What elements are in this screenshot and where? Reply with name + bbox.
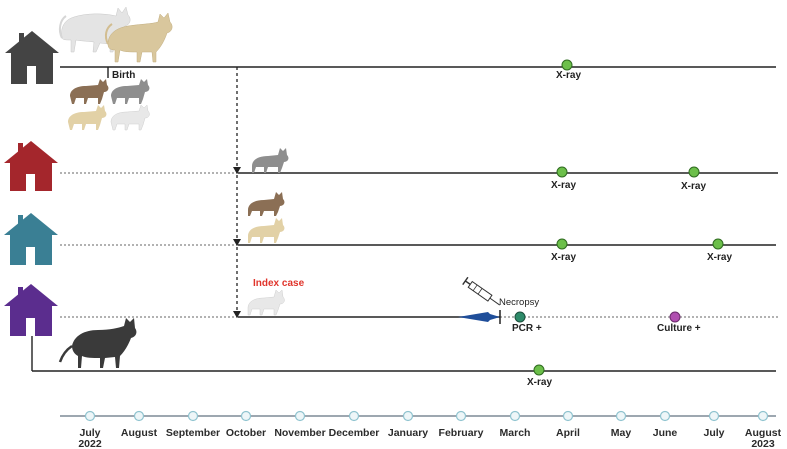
house-icon: [4, 284, 58, 336]
pcr-label: PCR +: [512, 323, 542, 334]
xray-dot: [556, 238, 568, 250]
month-label: October: [226, 427, 266, 439]
arrow-head: [233, 239, 241, 246]
cat-icon: [110, 104, 150, 131]
xray-dot: [561, 59, 573, 71]
house-icon: [5, 31, 59, 84]
pcr-dot: [514, 311, 526, 323]
month-marker: [133, 410, 145, 422]
month-label: February: [439, 427, 484, 439]
culture-label: Culture +: [657, 323, 701, 334]
xray-label: X-ray: [681, 181, 706, 192]
month-label: July: [703, 427, 724, 439]
month-label: January: [388, 427, 428, 439]
month-marker: [615, 410, 627, 422]
month-label: November: [274, 427, 325, 439]
year-label: 2023: [751, 438, 775, 449]
month-marker: [562, 410, 574, 422]
cat-icon: [58, 318, 137, 368]
xray-dot: [533, 364, 545, 376]
cat-icon: [68, 105, 107, 130]
month-marker: [455, 410, 467, 422]
cat-icon: [248, 192, 285, 216]
month-marker: [757, 410, 769, 422]
month-label: March: [500, 427, 531, 439]
month-label: July: [79, 427, 100, 439]
month-label: September: [166, 427, 220, 439]
cat-icon: [70, 79, 109, 104]
xray-dot: [556, 166, 568, 178]
month-label: April: [556, 427, 580, 439]
syringe-icon: [462, 276, 501, 306]
death-arrow: [458, 312, 500, 322]
month-marker: [187, 410, 199, 422]
month-marker: [348, 410, 360, 422]
month-marker: [294, 410, 306, 422]
month-label: May: [611, 427, 632, 439]
house-icon: [4, 141, 58, 191]
house-icon: [4, 213, 58, 265]
xray-label: X-ray: [527, 377, 552, 388]
year-label: 2022: [78, 438, 102, 449]
xray-label: X-ray: [556, 70, 581, 81]
month-label: August: [121, 427, 158, 439]
month-marker: [708, 410, 720, 422]
cat-icon: [111, 79, 150, 104]
cat-icon: [104, 12, 173, 63]
birth-label: Birth: [112, 70, 135, 81]
xray-label: X-ray: [551, 180, 576, 191]
arrow-head: [233, 311, 241, 318]
month-label: August: [745, 427, 782, 439]
necropsy-label: Necropsy: [499, 297, 539, 308]
month-marker: [509, 410, 521, 422]
xray-label: X-ray: [551, 252, 576, 263]
month-marker: [659, 410, 671, 422]
xray-label: X-ray: [707, 252, 732, 263]
month-marker: [84, 410, 96, 422]
culture-dot: [669, 311, 681, 323]
month-marker: [240, 410, 252, 422]
cat-icon: [247, 289, 285, 316]
cat-icon: [248, 218, 285, 243]
arrow-head: [233, 167, 241, 174]
xray-dot: [688, 166, 700, 178]
xray-dot: [712, 238, 724, 250]
month-label: December: [329, 427, 380, 439]
month-marker: [402, 410, 414, 422]
index-case-label: Index case: [253, 278, 305, 289]
cat-icon: [252, 148, 289, 173]
month-label: June: [653, 427, 678, 439]
